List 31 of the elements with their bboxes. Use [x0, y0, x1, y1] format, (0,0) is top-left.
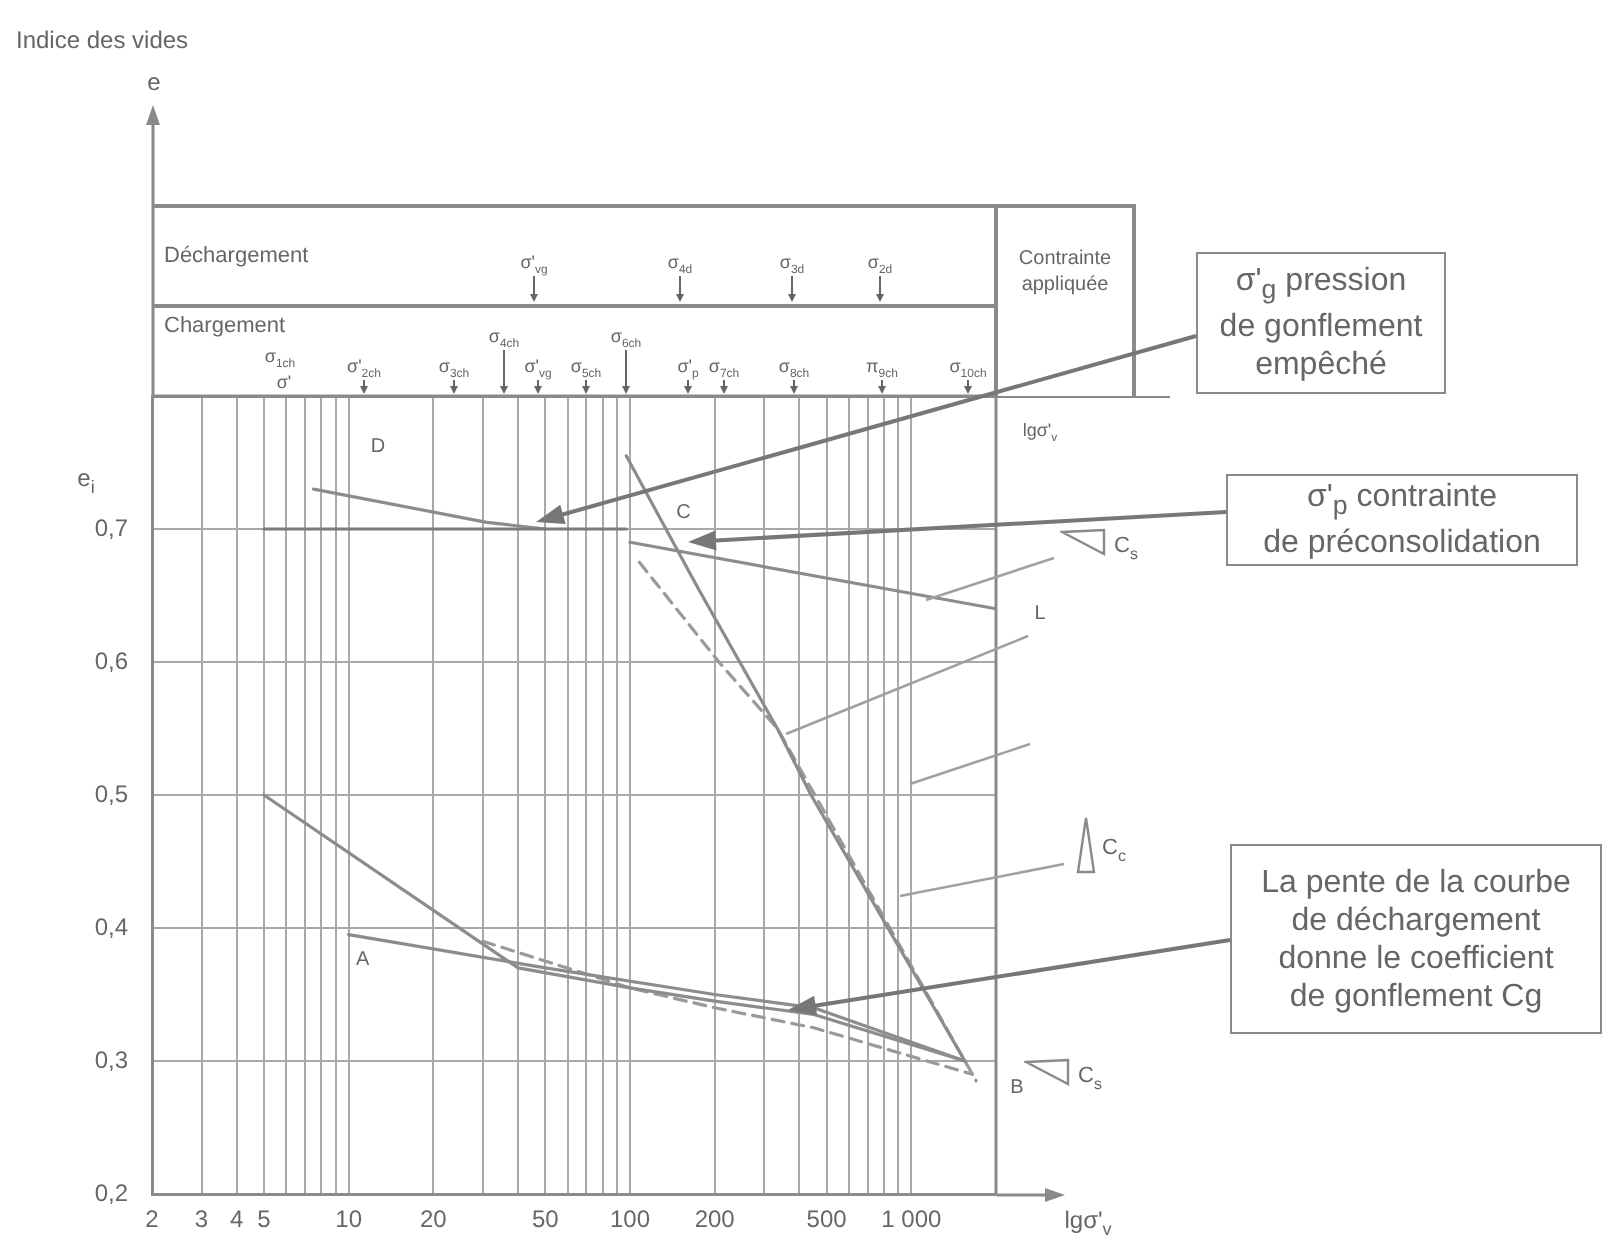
text: Chargement	[164, 314, 286, 338]
y-tick-label: 0,2	[94, 1178, 129, 1207]
text-box: σ'$_{p}$ contrainte de préconsolidation	[1226, 474, 1578, 566]
x-tick-label: 200	[694, 1205, 736, 1234]
text: Contrainte appliquée	[1018, 248, 1113, 296]
x-tick-label: 100	[609, 1205, 651, 1234]
text-box: La pente de la courbe de déchargement donne le coefficient de gonflement Cg	[1230, 844, 1602, 1034]
annotation: D	[370, 436, 386, 458]
y-tick-label: 0,3	[94, 1045, 129, 1074]
x-tick-label: 4	[230, 1205, 244, 1234]
text-box: σ'$_{g}$ pression de gonflement empêché	[1196, 252, 1446, 394]
x-tick-label: 1 000	[881, 1205, 942, 1234]
x-tick-label: 5	[257, 1205, 272, 1234]
annotation: L	[1034, 602, 1047, 625]
x-tick-label: 50	[531, 1205, 560, 1234]
annotation: A	[355, 948, 370, 971]
text: σ'	[276, 372, 292, 392]
text: Indice des vides	[16, 26, 189, 54]
x-tick-label: 3	[194, 1205, 209, 1234]
x-tick-label: 500	[806, 1205, 848, 1234]
y-tick-label: 0,7	[94, 513, 129, 542]
annotation: B	[1010, 1077, 1025, 1099]
text: Déchargement	[164, 244, 309, 268]
x-tick-label: 10	[335, 1205, 363, 1234]
y-tick-label: 0,4	[94, 912, 129, 941]
x-tick-label: 20	[419, 1205, 448, 1234]
annotation: C	[676, 502, 691, 525]
text: e	[147, 68, 162, 96]
y-tick-label: 0,5	[94, 779, 129, 808]
x-tick-label: 2	[145, 1205, 160, 1234]
y-tick-label: 0,6	[94, 646, 129, 675]
